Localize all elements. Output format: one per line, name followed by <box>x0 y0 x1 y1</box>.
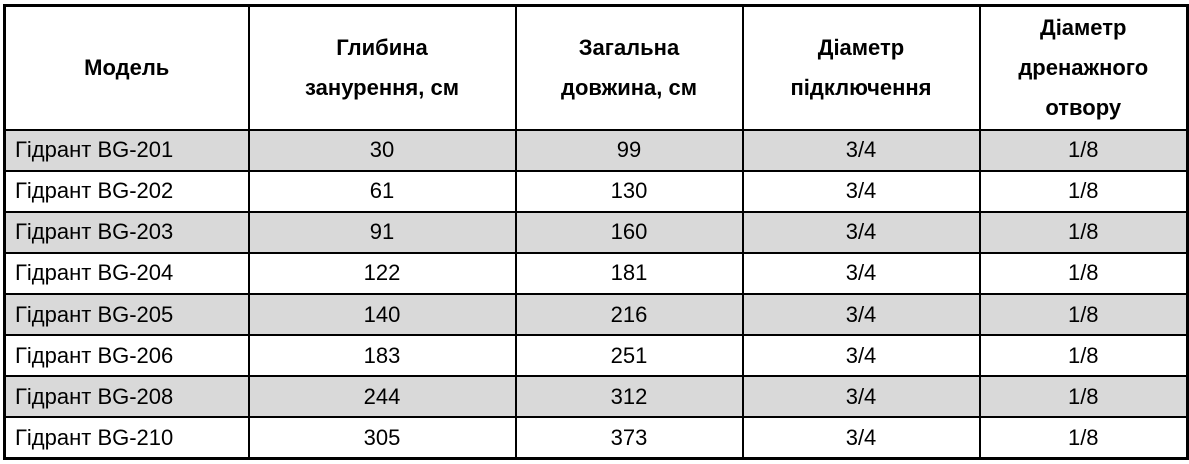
cell-drain: 1/8 <box>978 128 1189 172</box>
cell-model: Гідрант BG-206 <box>3 334 250 378</box>
cell-depth: 30 <box>247 128 517 172</box>
cell-model: Гідрант BG-208 <box>3 375 250 419</box>
cell-length: 99 <box>514 128 744 172</box>
cell-length: 373 <box>514 416 744 460</box>
cell-model: Гідрант BG-210 <box>3 416 250 460</box>
cell-model: Гідрант BG-202 <box>3 169 250 213</box>
cell-model: Гідрант BG-201 <box>3 128 250 172</box>
column-header-depth: Глибина занурення, см <box>247 4 517 131</box>
cell-length: 181 <box>514 251 744 296</box>
table-row: Гідрант BG-203 91 160 3/4 1/8 <box>3 210 1189 254</box>
cell-depth: 140 <box>247 292 517 337</box>
cell-connection: 3/4 <box>741 210 981 254</box>
table-row: Гідрант BG-205 140 216 3/4 1/8 <box>3 292 1189 337</box>
table-row: Гідрант BG-206 183 251 3/4 1/8 <box>3 334 1189 378</box>
column-header-model: Модель <box>3 4 250 131</box>
cell-drain: 1/8 <box>978 292 1189 337</box>
column-header-drain: Діаметр дренажного отвору <box>978 4 1189 131</box>
table-header-row: Модель Глибина занурення, см Загальна до… <box>3 4 1189 131</box>
cell-depth: 61 <box>247 169 517 213</box>
cell-drain: 1/8 <box>978 251 1189 296</box>
cell-drain: 1/8 <box>978 169 1189 213</box>
cell-length: 160 <box>514 210 744 254</box>
spec-table-page: Модель Глибина занурення, см Загальна до… <box>3 4 1189 460</box>
cell-length: 130 <box>514 169 744 213</box>
cell-length: 251 <box>514 334 744 378</box>
cell-connection: 3/4 <box>741 169 981 213</box>
table-body: Гідрант BG-201 30 99 3/4 1/8 Гідрант BG-… <box>3 128 1189 460</box>
cell-connection: 3/4 <box>741 292 981 337</box>
cell-depth: 244 <box>247 375 517 419</box>
cell-depth: 183 <box>247 334 517 378</box>
cell-connection: 3/4 <box>741 334 981 378</box>
cell-connection: 3/4 <box>741 375 981 419</box>
cell-drain: 1/8 <box>978 334 1189 378</box>
table-row: Гідрант BG-208 244 312 3/4 1/8 <box>3 375 1189 419</box>
cell-depth: 122 <box>247 251 517 296</box>
cell-drain: 1/8 <box>978 416 1189 460</box>
table-row: Гідрант BG-201 30 99 3/4 1/8 <box>3 128 1189 172</box>
cell-length: 216 <box>514 292 744 337</box>
cell-drain: 1/8 <box>978 375 1189 419</box>
table-row: Гідрант BG-210 305 373 3/4 1/8 <box>3 416 1189 460</box>
cell-model: Гідрант BG-204 <box>3 251 250 296</box>
table-row: Гідрант BG-202 61 130 3/4 1/8 <box>3 169 1189 213</box>
table-row: Гідрант BG-204 122 181 3/4 1/8 <box>3 251 1189 296</box>
hydrant-spec-table: Модель Глибина занурення, см Загальна до… <box>3 4 1189 460</box>
column-header-length: Загальна довжина, см <box>514 4 744 131</box>
cell-connection: 3/4 <box>741 251 981 296</box>
cell-connection: 3/4 <box>741 416 981 460</box>
cell-model: Гідрант BG-205 <box>3 292 250 337</box>
cell-depth: 91 <box>247 210 517 254</box>
cell-length: 312 <box>514 375 744 419</box>
cell-model: Гідрант BG-203 <box>3 210 250 254</box>
cell-drain: 1/8 <box>978 210 1189 254</box>
cell-connection: 3/4 <box>741 128 981 172</box>
cell-depth: 305 <box>247 416 517 460</box>
column-header-connection: Діаметр підключення <box>741 4 981 131</box>
